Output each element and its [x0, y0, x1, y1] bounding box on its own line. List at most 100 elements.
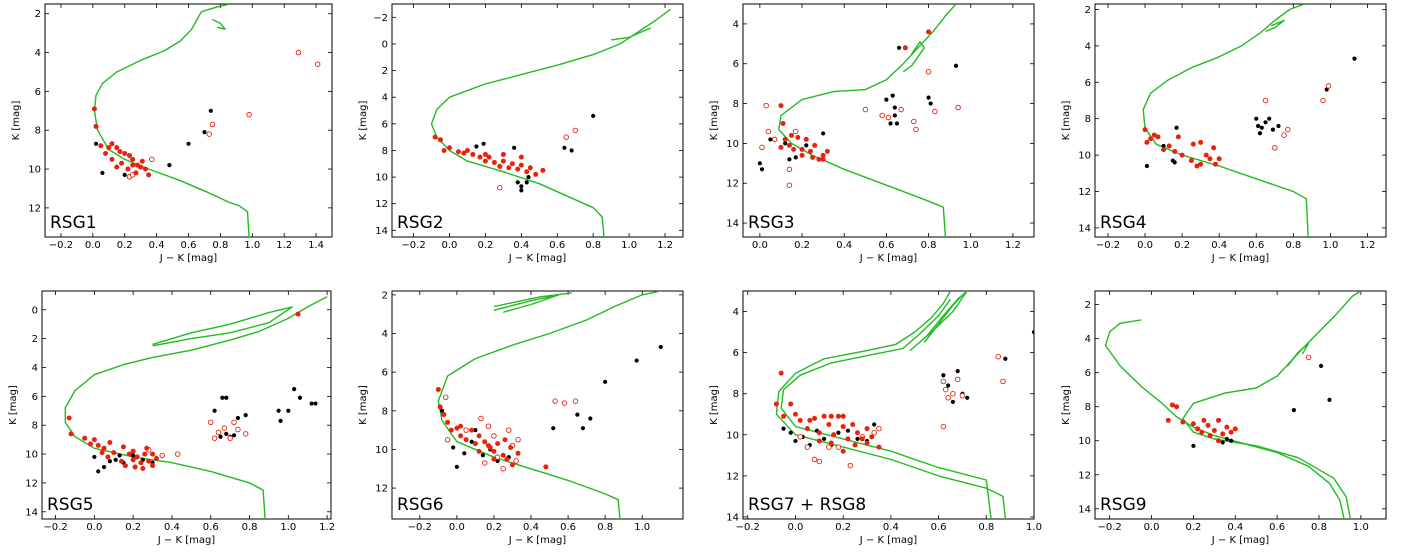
- x-tick-label: 0.0: [86, 522, 102, 533]
- member-filled-point: [1212, 161, 1218, 167]
- member-filled-point: [146, 458, 152, 464]
- member-filled-point: [485, 443, 491, 449]
- member-filled-point: [845, 436, 851, 442]
- y-tick-label: 8: [382, 146, 388, 157]
- field-star-point: [481, 141, 486, 146]
- field-star-point: [892, 113, 897, 118]
- field-star-point: [872, 422, 877, 427]
- y-tick-label: 6: [733, 348, 739, 359]
- member-filled-point: [799, 152, 805, 158]
- x-tick-label: −0.2: [736, 522, 760, 533]
- field-star-point: [569, 148, 574, 153]
- cmd-panel: −0.2 0.0 0.2 0.4 0.6 0.8 1.0 2 4 6 8 10 12 14 J − K [m…: [1061, 290, 1387, 546]
- isochrone-curve: [212, 18, 226, 30]
- y-axis-label: K [mag]: [1061, 101, 1072, 141]
- candidate-open-point: [871, 429, 877, 436]
- member-filled-point: [840, 424, 846, 430]
- member-filled-point: [803, 136, 809, 142]
- member-filled-point: [1232, 426, 1238, 432]
- candidate-open-point: [826, 444, 832, 450]
- y-tick-label: 10: [726, 139, 739, 150]
- member-filled-point: [1216, 156, 1222, 162]
- x-tick-label: 0.8: [242, 522, 258, 533]
- member-filled-point: [120, 444, 126, 450]
- member-filled-point: [68, 431, 74, 437]
- field-star-point: [1003, 356, 1008, 361]
- member-filled-point: [101, 445, 107, 451]
- field-star-point: [955, 369, 960, 374]
- member-filled-point: [820, 156, 826, 162]
- field-star-point: [1259, 125, 1264, 130]
- member-filled-point: [859, 436, 865, 442]
- member-filled-point: [1211, 145, 1217, 151]
- field-star-point: [1254, 116, 1259, 121]
- x-tick-label: 0.0: [752, 240, 768, 251]
- x-tick-label: 1.0: [634, 522, 650, 533]
- y-tick-label: 2: [382, 290, 388, 301]
- x-tick-label: 0.8: [597, 522, 613, 533]
- member-filled-point: [295, 311, 301, 317]
- plot-area: [91, 4, 321, 237]
- isochrone-curve: [430, 8, 671, 237]
- member-filled-point: [1148, 136, 1154, 142]
- field-star-point: [286, 408, 291, 413]
- panel-label: RSG7 + RSG8: [748, 495, 866, 515]
- x-tick-label: 1.4: [308, 240, 324, 251]
- y-tick-label: 10: [375, 445, 388, 456]
- member-filled-point: [876, 444, 882, 450]
- field-star-point: [855, 436, 860, 441]
- y-tick-label: 10: [28, 165, 41, 176]
- member-filled-point: [125, 166, 131, 172]
- y-tick-label: 2: [1085, 5, 1091, 16]
- x-tick-label: 0.0: [1137, 240, 1153, 251]
- y-tick-label: 10: [1078, 151, 1091, 162]
- member-filled-point: [1161, 147, 1167, 153]
- field-star-point: [218, 434, 223, 439]
- member-filled-point: [458, 433, 464, 439]
- panel-label: RSG2: [397, 213, 444, 233]
- candidate-open-point: [759, 144, 765, 151]
- field-star-point: [512, 145, 517, 150]
- x-axis-label: J − K [mag]: [859, 253, 918, 264]
- field-star-point: [1276, 123, 1281, 129]
- member-filled-point: [111, 450, 117, 456]
- member-filled-point: [153, 455, 159, 461]
- candidate-open-point: [149, 156, 155, 163]
- member-filled-point: [470, 151, 476, 157]
- y-axis-label: K [mag]: [709, 385, 720, 425]
- member-filled-point: [1195, 426, 1201, 432]
- member-filled-point: [1199, 429, 1205, 435]
- member-filled-point: [518, 162, 524, 168]
- member-filled-point: [1216, 438, 1222, 444]
- field-star-point: [884, 97, 889, 102]
- y-tick-label: 4: [1085, 41, 1091, 52]
- field-star-point: [941, 373, 946, 378]
- candidate-open-point: [500, 466, 506, 472]
- candidate-open-point: [932, 108, 938, 115]
- isochrone-curve: [902, 41, 925, 73]
- member-filled-point: [518, 154, 524, 160]
- y-tick-label: 10: [25, 450, 38, 461]
- candidate-open-point: [835, 444, 842, 450]
- member-filled-point: [469, 427, 475, 433]
- member-filled-point: [820, 152, 826, 158]
- isochrone-curve: [610, 27, 651, 41]
- member-filled-point: [807, 148, 813, 154]
- field-star-point: [965, 395, 970, 400]
- member-filled-point: [463, 437, 469, 443]
- member-filled-point: [1169, 402, 1175, 408]
- candidate-open-point: [885, 114, 892, 121]
- member-filled-point: [495, 441, 501, 447]
- member-filled-point: [476, 433, 482, 439]
- isochrone-curve: [775, 291, 1007, 519]
- field-star-point: [781, 426, 786, 431]
- member-filled-point: [437, 404, 443, 410]
- x-tick-label: 1.0: [1322, 240, 1338, 251]
- field-star-point: [519, 188, 524, 193]
- field-star-point: [950, 399, 956, 405]
- field-star-point: [821, 131, 826, 136]
- member-filled-point: [138, 460, 144, 466]
- field-star-point: [1161, 143, 1166, 149]
- member-filled-point: [782, 136, 788, 142]
- plot-frame: [391, 290, 684, 520]
